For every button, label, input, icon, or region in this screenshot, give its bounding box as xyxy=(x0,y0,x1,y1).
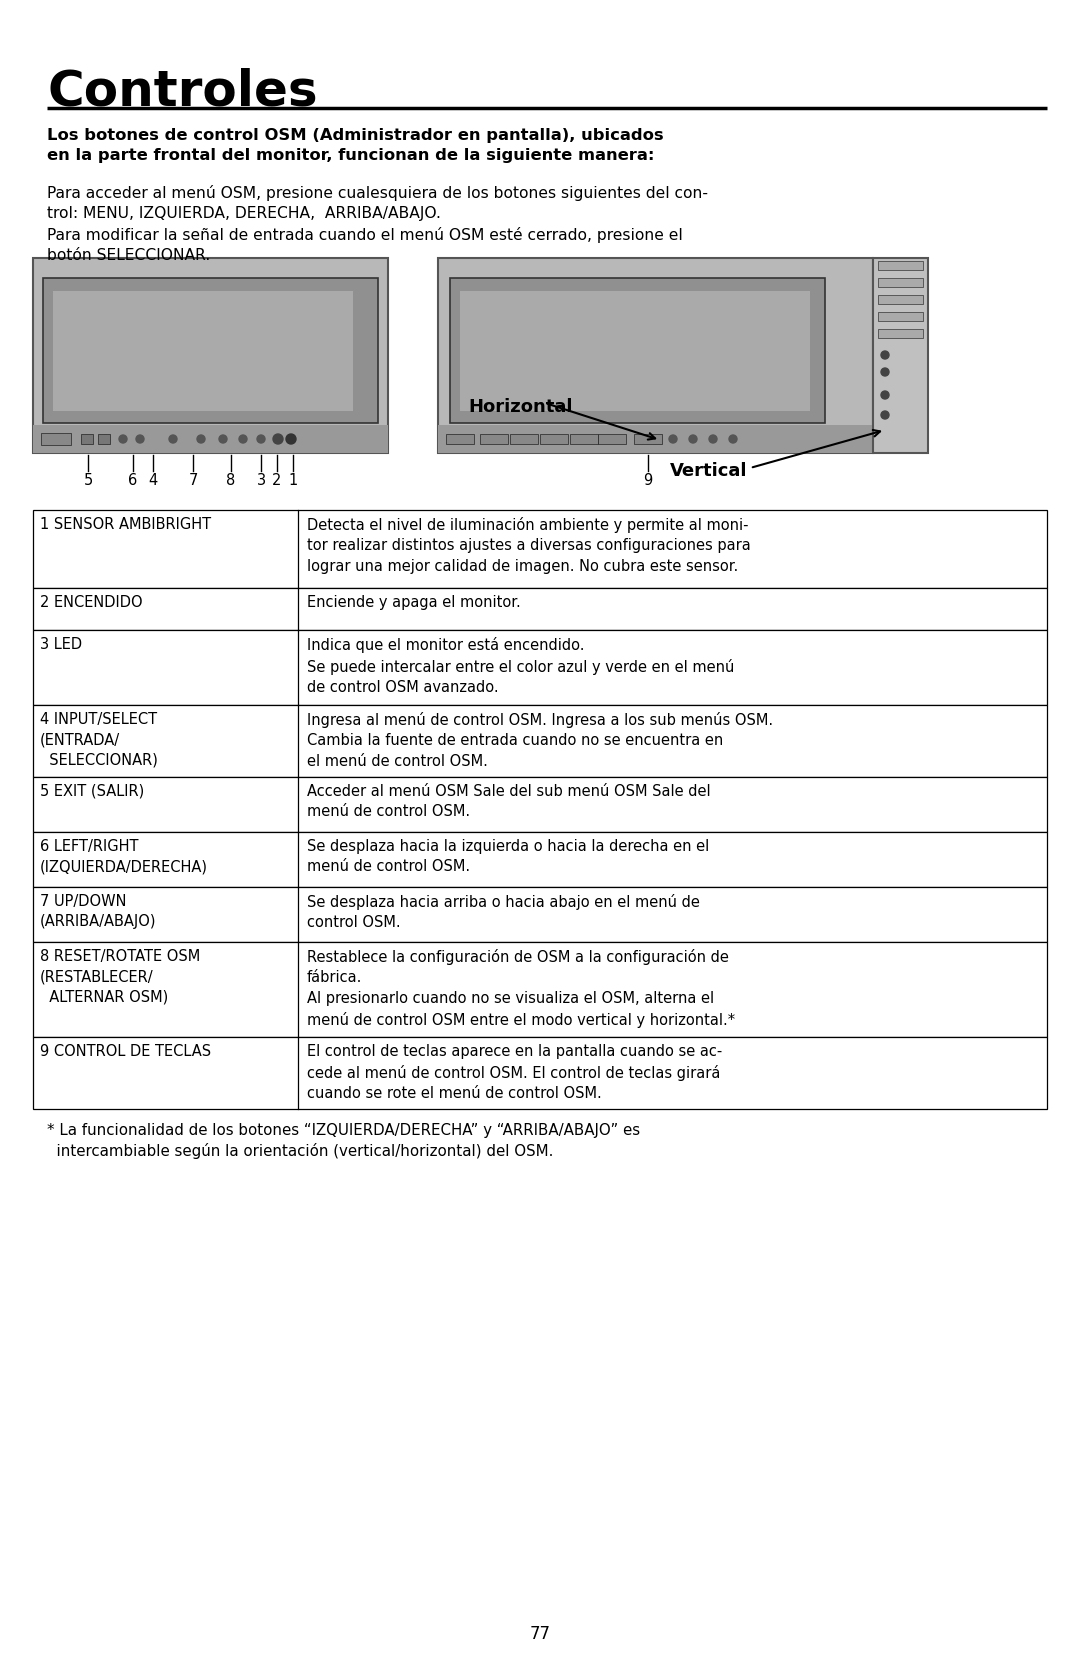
Text: 9 CONTROL DE TECLAS: 9 CONTROL DE TECLAS xyxy=(40,1045,211,1060)
Circle shape xyxy=(219,436,227,442)
Text: Controles: Controles xyxy=(48,68,318,117)
Bar xyxy=(878,329,923,339)
Text: Acceder al menú OSM Sale del sub menú OSM Sale del
menú de control OSM.: Acceder al menú OSM Sale del sub menú OS… xyxy=(307,784,711,819)
Text: 8: 8 xyxy=(227,472,235,487)
Text: Restablece la configuración de OSM a la configuración de
fábrica.
Al presionarlo: Restablece la configuración de OSM a la … xyxy=(307,950,735,1028)
Bar xyxy=(438,426,873,452)
Text: 6 LEFT/RIGHT
(IZQUIERDA/DERECHA): 6 LEFT/RIGHT (IZQUIERDA/DERECHA) xyxy=(40,840,208,875)
Bar xyxy=(510,434,538,444)
Text: 4 INPUT/SELECT
(ENTRADA/
  SELECCIONAR): 4 INPUT/SELECT (ENTRADA/ SELECCIONAR) xyxy=(40,713,158,768)
Text: 77: 77 xyxy=(529,1626,551,1642)
Bar xyxy=(33,941,1047,1036)
Text: 5: 5 xyxy=(83,472,93,487)
Bar xyxy=(570,434,598,444)
Circle shape xyxy=(689,436,697,442)
Text: 9: 9 xyxy=(644,472,652,487)
Bar xyxy=(540,434,568,444)
Bar xyxy=(33,629,1047,704)
Text: 7 UP/DOWN
(ARRIBA/ABAJO): 7 UP/DOWN (ARRIBA/ABAJO) xyxy=(40,895,157,930)
Circle shape xyxy=(286,434,296,444)
Bar xyxy=(878,260,923,270)
Bar xyxy=(33,1036,1047,1108)
Text: Vertical: Vertical xyxy=(670,462,747,481)
Bar xyxy=(873,259,928,452)
Text: 7: 7 xyxy=(188,472,198,487)
Circle shape xyxy=(197,436,205,442)
Text: Se desplaza hacia arriba o hacia abajo en el menú de
control OSM.: Se desplaza hacia arriba o hacia abajo e… xyxy=(307,895,700,930)
Bar xyxy=(41,432,71,446)
Text: intercambiable según la orientación (vertical/horizontal) del OSM.: intercambiable según la orientación (ver… xyxy=(48,1143,553,1158)
Circle shape xyxy=(881,411,889,419)
Text: 1 SENSOR AMBIBRIGHT: 1 SENSOR AMBIBRIGHT xyxy=(40,517,211,532)
Bar xyxy=(634,434,662,444)
Bar xyxy=(33,778,1047,833)
Circle shape xyxy=(273,434,283,444)
Bar xyxy=(878,279,923,287)
Text: Para modificar la señal de entrada cuando el menú OSM esté cerrado, presione el
: Para modificar la señal de entrada cuand… xyxy=(48,227,683,262)
Bar xyxy=(878,312,923,320)
Text: 3 LED: 3 LED xyxy=(40,638,82,653)
Bar xyxy=(460,290,810,411)
Text: * La funcionalidad de los botones “IZQUIERDA/DERECHA” y “ARRIBA/ABAJO” es: * La funcionalidad de los botones “IZQUI… xyxy=(48,1123,640,1138)
Text: El control de teclas aparece en la pantalla cuando se ac-
cede al menú de contro: El control de teclas aparece en la panta… xyxy=(307,1045,723,1102)
Bar xyxy=(33,704,1047,778)
Bar xyxy=(81,434,93,444)
Circle shape xyxy=(168,436,177,442)
Bar xyxy=(33,886,1047,941)
Bar xyxy=(446,434,474,444)
Text: Enciende y apaga el monitor.: Enciende y apaga el monitor. xyxy=(307,596,521,609)
Circle shape xyxy=(669,436,677,442)
Text: 5 EXIT (SALIR): 5 EXIT (SALIR) xyxy=(40,784,145,799)
Text: 3: 3 xyxy=(256,472,266,487)
Text: 8 RESET/ROTATE OSM
(RESTABLECER/
  ALTERNAR OSM): 8 RESET/ROTATE OSM (RESTABLECER/ ALTERNA… xyxy=(40,950,200,1005)
Bar xyxy=(878,295,923,304)
Text: Indica que el monitor está encendido.
Se puede intercalar entre el color azul y : Indica que el monitor está encendido. Se… xyxy=(307,638,734,696)
Text: 6: 6 xyxy=(129,472,137,487)
Circle shape xyxy=(119,436,127,442)
Bar xyxy=(438,259,873,452)
Bar xyxy=(33,833,1047,886)
Circle shape xyxy=(239,436,247,442)
Circle shape xyxy=(136,436,144,442)
Text: 1: 1 xyxy=(288,472,298,487)
Text: Se desplaza hacia la izquierda o hacia la derecha en el
menú de control OSM.: Se desplaza hacia la izquierda o hacia l… xyxy=(307,840,710,875)
Bar xyxy=(33,511,1047,587)
Bar xyxy=(43,279,378,422)
Bar xyxy=(53,290,353,411)
Circle shape xyxy=(881,350,889,359)
Text: Para acceder al menú OSM, presione cualesquiera de los botones siguientes del co: Para acceder al menú OSM, presione cuale… xyxy=(48,185,708,220)
Bar xyxy=(450,279,825,422)
Circle shape xyxy=(881,391,889,399)
Circle shape xyxy=(881,367,889,376)
Bar xyxy=(98,434,110,444)
Text: Ingresa al menú de control OSM. Ingresa a los sub menús OSM.
Cambia la fuente de: Ingresa al menú de control OSM. Ingresa … xyxy=(307,713,773,769)
Bar xyxy=(480,434,508,444)
Text: 4: 4 xyxy=(148,472,158,487)
Circle shape xyxy=(257,436,265,442)
Text: 2 ENCENDIDO: 2 ENCENDIDO xyxy=(40,596,143,609)
Bar xyxy=(598,434,626,444)
Text: Horizontal: Horizontal xyxy=(468,397,572,416)
Bar xyxy=(33,587,1047,629)
Circle shape xyxy=(708,436,717,442)
Bar xyxy=(33,426,388,452)
Text: 2: 2 xyxy=(272,472,282,487)
Bar xyxy=(33,259,388,452)
Circle shape xyxy=(729,436,737,442)
Text: Detecta el nivel de iluminación ambiente y permite al moni-
tor realizar distint: Detecta el nivel de iluminación ambiente… xyxy=(307,517,751,574)
Text: Los botones de control OSM (Administrador en pantalla), ubicados
en la parte fro: Los botones de control OSM (Administrado… xyxy=(48,129,663,164)
